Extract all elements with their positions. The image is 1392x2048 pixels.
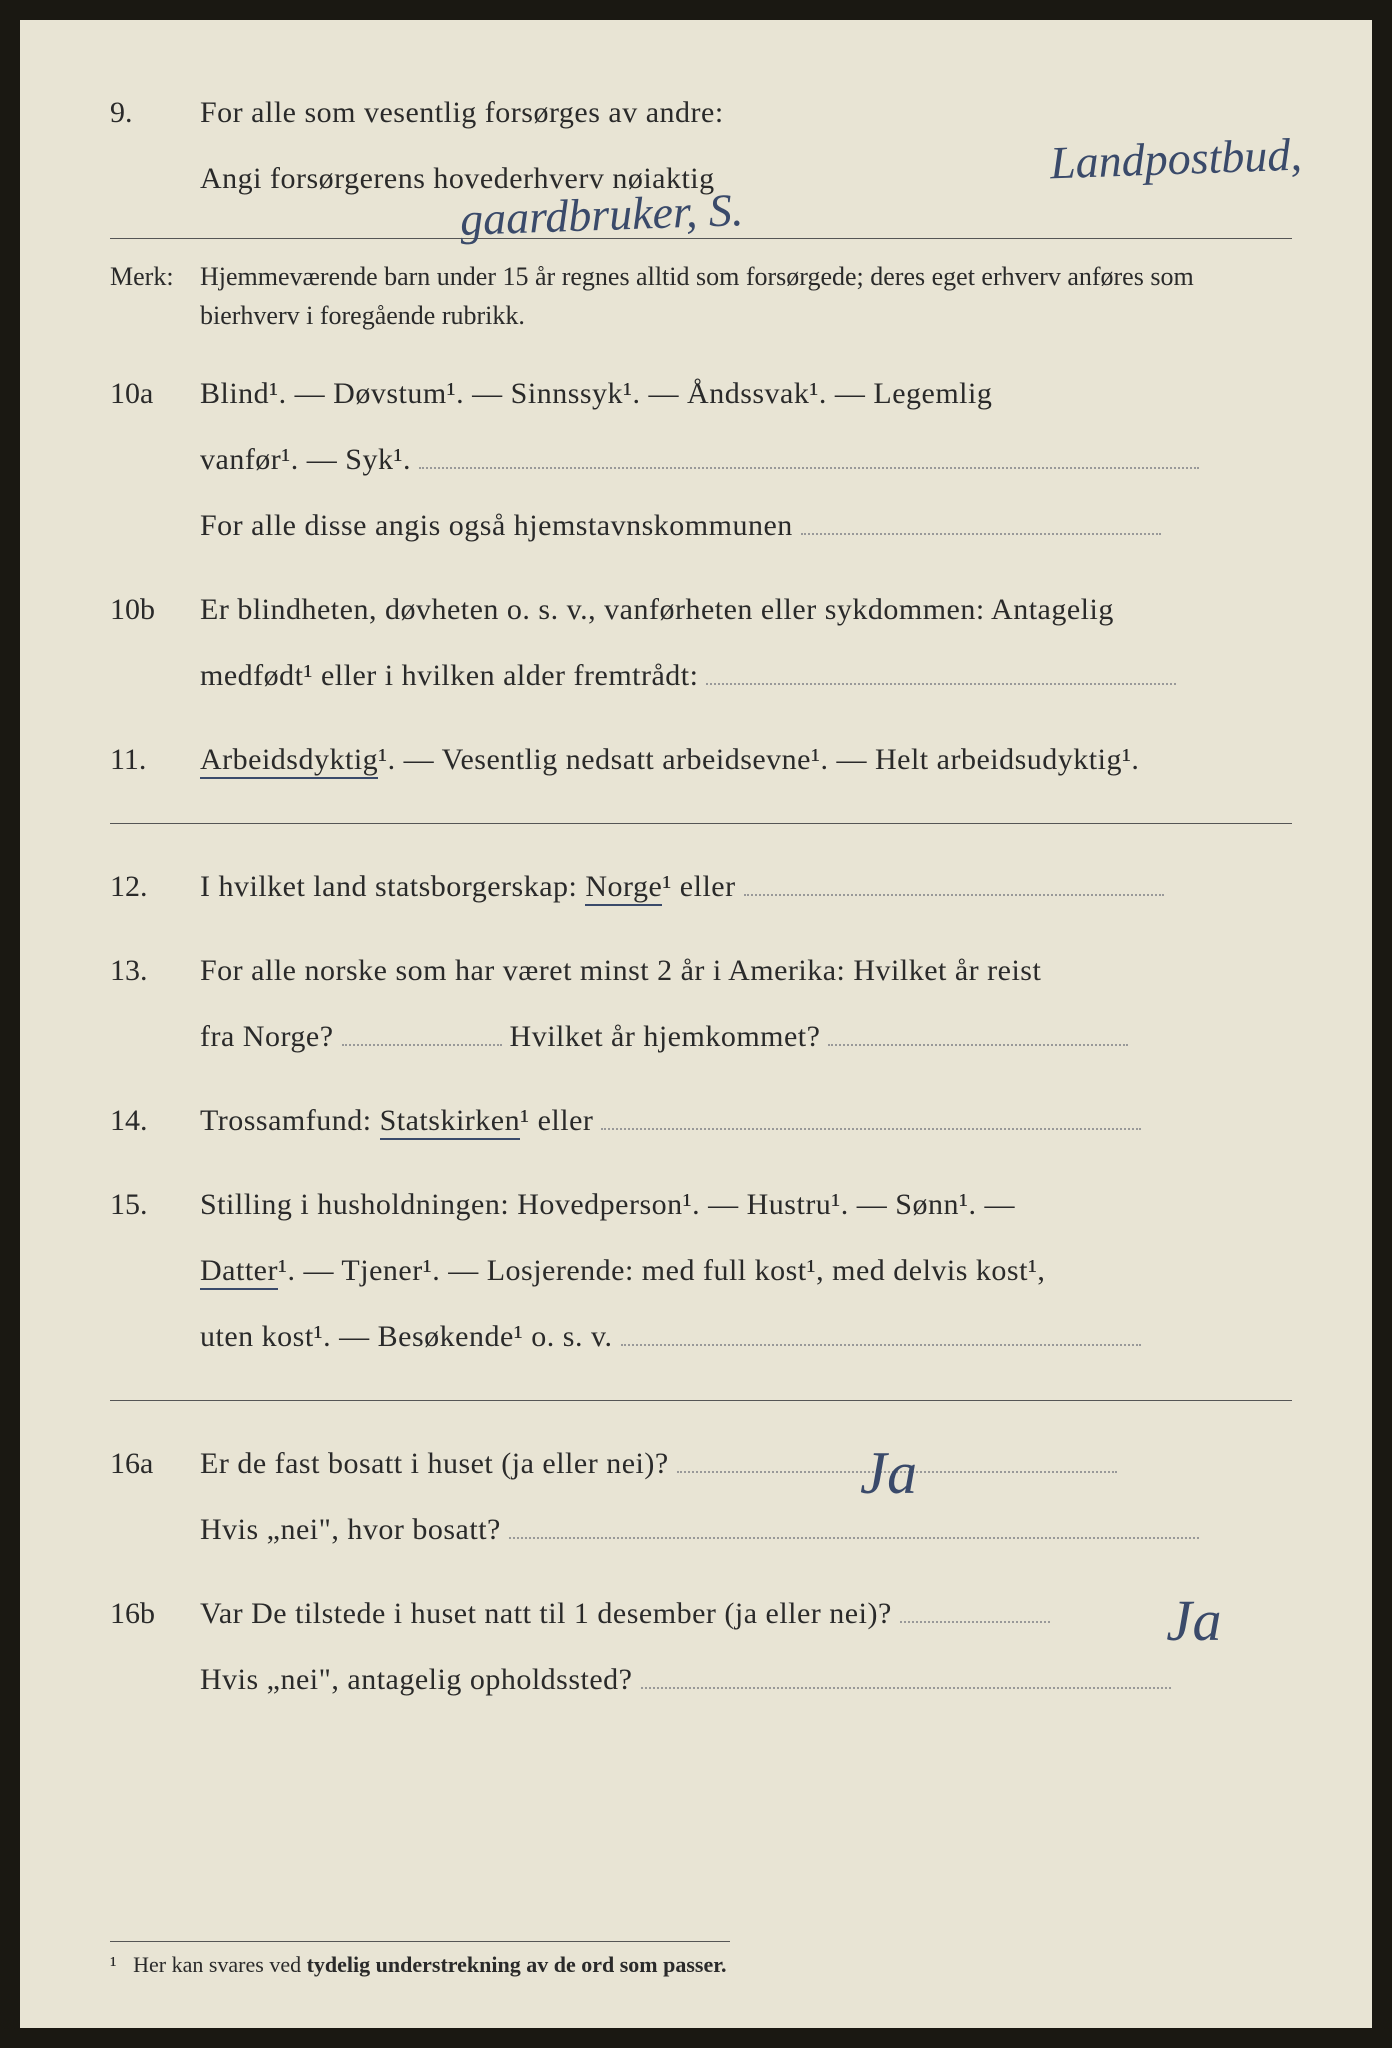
q12-number: 12. [110,854,200,920]
q15-line3: uten kost¹. — Besøkende¹ o. s. v. [200,1304,1292,1370]
q16a-line1-text: Er de fast bosatt i huset (ja eller nei)… [200,1447,669,1480]
question-13: 13. For alle norske som har været minst … [110,938,1292,1070]
q10a-line1: Blind¹. — Døvstum¹. — Sinnssyk¹. — Åndss… [200,361,1292,427]
merk-text: Hjemmeværende barn under 15 år regnes al… [200,257,1292,335]
q15-line3-text: uten kost¹. — Besøkende¹ o. s. v. [200,1320,613,1353]
q10a-line3: For alle disse angis også hjemstavnskomm… [200,493,1292,559]
q14-number: 14. [110,1088,200,1154]
q16b-line1-text: Var De tilstede i huset natt til 1 desem… [200,1597,892,1630]
fill-line [801,533,1161,535]
question-16b: 16b Var De tilstede i huset natt til 1 d… [110,1581,1292,1713]
question-16a: 16a Er de fast bosatt i huset (ja eller … [110,1431,1292,1563]
q16a-answer: Ja [860,1407,918,1539]
q13-line2: fra Norge? Hvilket år hjemkommet? [200,1004,1292,1070]
fill-line [828,1044,1128,1046]
q16b-line2-text: Hvis „nei", antagelig opholdssted? [200,1663,633,1696]
q10a-line2-text: vanfør¹. — Syk¹. [200,443,411,476]
q15-number: 15. [110,1172,200,1370]
q10a-number: 10a [110,361,200,559]
q14-content: Trossamfund: Statskirken¹ eller [200,1088,1292,1154]
q16a-number: 16a [110,1431,200,1563]
q10a-line2: vanfør¹. — Syk¹. [200,427,1292,493]
q15-line2-rest: ¹. — Tjener¹. — Losjerende: med full kos… [278,1254,1045,1287]
q16b-content: Var De tilstede i huset natt til 1 desem… [200,1581,1292,1713]
q9-content: For alle som vesentlig forsørges av andr… [200,80,1292,220]
q11-content: Arbeidsdyktig¹. — Vesentlig nedsatt arbe… [200,727,1292,793]
fill-line [342,1044,502,1046]
q15-content: Stilling i husholdningen: Hovedperson¹. … [200,1172,1292,1370]
q9-number: 9. [110,80,200,220]
q16b-number: 16b [110,1581,200,1713]
q15-selected: Datter [200,1254,278,1290]
q16a-line2: Hvis „nei", hvor bosatt? [200,1497,1292,1563]
question-10b: 10b Er blindheten, døvheten o. s. v., va… [110,577,1292,709]
fill-line [509,1537,1199,1539]
q14-post: ¹ eller [520,1104,593,1137]
question-9: 9. For alle som vesentlig forsørges av a… [110,80,1292,220]
footnote-marker: ¹ [110,1952,117,1977]
q13-content: For alle norske som har været minst 2 år… [200,938,1292,1070]
q13-number: 13. [110,938,200,1070]
q16a-content: Er de fast bosatt i huset (ja eller nei)… [200,1431,1292,1563]
q12-post: ¹ eller [662,870,735,903]
census-form-page: 9. For alle som vesentlig forsørges av a… [20,20,1372,2028]
q13-line1: For alle norske som har været minst 2 år… [200,938,1292,1004]
q10b-line2-text: medfødt¹ eller i hvilken alder fremtrådt… [200,659,698,692]
q16b-line1: Var De tilstede i huset natt til 1 desem… [200,1581,1292,1647]
footnote-rule [110,1941,730,1942]
fill-line [419,467,1199,469]
q16b-line2: Hvis „nei", antagelig opholdssted? [200,1647,1292,1713]
q11-selected: Arbeidsdyktig [200,743,378,779]
divider [110,1400,1292,1401]
question-14: 14. Trossamfund: Statskirken¹ eller [110,1088,1292,1154]
q12-pre: I hvilket land statsborgerskap: [200,870,585,903]
q16b-answer: Ja [1166,1557,1222,1685]
q11-number: 11. [110,727,200,793]
q16a-line2-text: Hvis „nei", hvor bosatt? [200,1513,501,1546]
question-10a: 10a Blind¹. — Døvstum¹. — Sinnssyk¹. — Å… [110,361,1292,559]
fill-line [641,1687,1171,1689]
q13-line2a: fra Norge? [200,1020,334,1053]
footnote-text: Her kan svares ved tydelig understreknin… [133,1952,726,1977]
footnote: ¹ Her kan svares ved tydelig understrekn… [110,1941,730,1978]
q10b-number: 10b [110,577,200,709]
q15-line1: Stilling i husholdningen: Hovedperson¹. … [200,1172,1292,1238]
question-12: 12. I hvilket land statsborgerskap: Norg… [110,854,1292,920]
q10a-content: Blind¹. — Døvstum¹. — Sinnssyk¹. — Åndss… [200,361,1292,559]
q12-content: I hvilket land statsborgerskap: Norge¹ e… [200,854,1292,920]
question-11: 11. Arbeidsdyktig¹. — Vesentlig nedsatt … [110,727,1292,793]
q10a-line3-text: For alle disse angis også hjemstavnskomm… [200,509,793,542]
q12-selected: Norge [585,870,662,906]
fill-line [601,1128,1141,1130]
q14-selected: Statskirken [380,1104,521,1140]
q10b-line1: Er blindheten, døvheten o. s. v., vanfør… [200,577,1292,643]
q10b-line2: medfødt¹ eller i hvilken alder fremtrådt… [200,643,1292,709]
q15-line2: Datter¹. — Tjener¹. — Losjerende: med fu… [200,1238,1292,1304]
merk-label: Merk: [110,257,200,335]
q11-rest: ¹. — Vesentlig nedsatt arbeidsevne¹. — H… [378,743,1139,776]
q10b-content: Er blindheten, døvheten o. s. v., vanfør… [200,577,1292,709]
q16a-line1: Er de fast bosatt i huset (ja eller nei)… [200,1431,1292,1497]
fill-line [900,1621,1050,1623]
question-15: 15. Stilling i husholdningen: Hovedperso… [110,1172,1292,1370]
merk-note: Merk: Hjemmeværende barn under 15 år reg… [110,257,1292,335]
q9-handwritten-2: gaardbruker, S. [458,159,745,270]
fill-line [706,683,1176,685]
fill-line [621,1344,1141,1346]
divider [110,823,1292,824]
q13-line2b: Hvilket år hjemkommet? [510,1020,821,1053]
q9-handwritten-1: Landpostbud, [1049,104,1304,214]
fill-line [744,894,1164,896]
q14-pre: Trossamfund: [200,1104,380,1137]
